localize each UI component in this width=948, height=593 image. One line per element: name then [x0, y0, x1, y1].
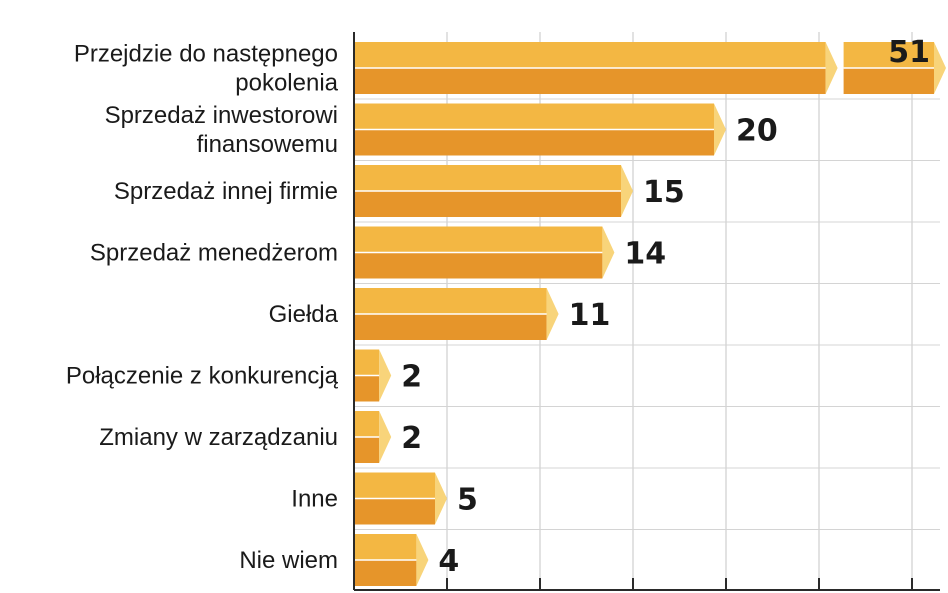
bar: [354, 288, 559, 340]
bar: [354, 165, 633, 217]
value-label: 14: [624, 237, 666, 272]
value-label: 15: [643, 175, 685, 210]
bar: [354, 472, 447, 525]
bar: [354, 103, 726, 156]
bar: [354, 226, 615, 279]
axis: [353, 32, 940, 591]
value-label: 4: [438, 544, 459, 579]
bars: [354, 42, 946, 586]
bar: [354, 534, 429, 586]
grid-lines: [353, 32, 940, 590]
category-label: finansowemu: [197, 131, 338, 158]
category-label: Sprzedaż innej firmie: [114, 178, 338, 205]
category-label: Przejdzie do następnego: [74, 41, 338, 68]
value-label: 2: [401, 360, 422, 395]
bar: [354, 42, 946, 94]
value-label: 11: [569, 298, 611, 333]
bar: [354, 349, 392, 402]
category-label: Sprzedaż menedżerom: [90, 240, 338, 267]
value-label: 5: [457, 483, 478, 518]
category-label: Nie wiem: [239, 547, 338, 574]
value-label: 2: [401, 421, 422, 456]
category-label: Połączenie z konkurencją: [66, 363, 339, 390]
category-label: Sprzedaż inwestorowi: [105, 102, 338, 129]
value-label: 51: [888, 35, 930, 70]
bar: [354, 411, 392, 463]
category-label: Zmiany w zarządzaniu: [99, 424, 338, 451]
category-label: Inne: [291, 486, 338, 513]
category-label: Giełda: [269, 301, 339, 328]
value-label: 20: [736, 114, 778, 149]
category-label: pokolenia: [235, 70, 338, 97]
